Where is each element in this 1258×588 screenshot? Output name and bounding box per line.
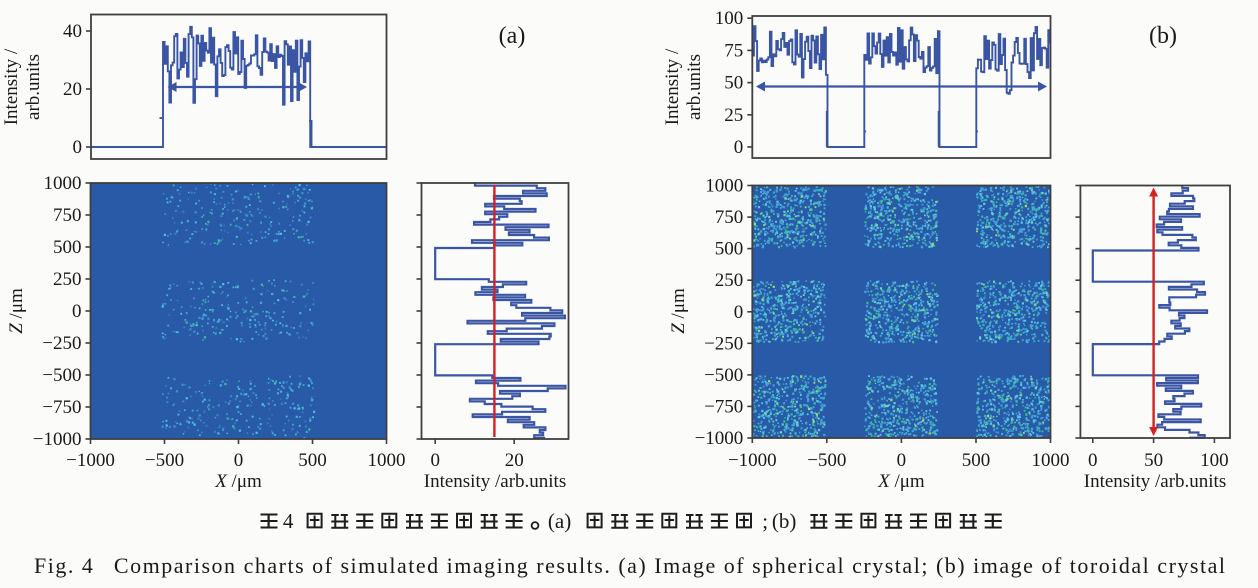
- svg-text:500: 500: [962, 450, 991, 471]
- svg-text:X /μm: X /μm: [214, 471, 262, 492]
- svg-text:−500: −500: [704, 365, 743, 386]
- svg-text:(a): (a): [499, 23, 526, 49]
- svg-text:1000: 1000: [368, 450, 406, 471]
- svg-text:−500: −500: [145, 450, 184, 471]
- svg-text:Z /μm: Z /μm: [668, 288, 689, 334]
- svg-text:−1000: −1000: [33, 429, 82, 450]
- svg-text:0: 0: [72, 301, 82, 322]
- svg-text:100: 100: [1200, 450, 1229, 471]
- svg-text:750: 750: [715, 207, 744, 228]
- svg-text:0: 0: [430, 450, 440, 471]
- svg-text:0: 0: [897, 450, 907, 471]
- svg-text:−1000: −1000: [728, 450, 777, 471]
- svg-text:0: 0: [234, 450, 244, 471]
- svg-text:(a): (a): [548, 509, 571, 533]
- svg-text:arb.units: arb.units: [684, 54, 705, 120]
- svg-text:Intensity /arb.units: Intensity /arb.units: [1084, 471, 1226, 492]
- svg-text:40: 40: [63, 21, 82, 42]
- svg-text:0: 0: [734, 302, 744, 323]
- svg-text:−750: −750: [704, 396, 743, 417]
- svg-text:−250: −250: [704, 333, 743, 354]
- svg-text:250: 250: [53, 269, 82, 290]
- svg-text:−1000: −1000: [66, 450, 115, 471]
- svg-text:50: 50: [1144, 450, 1163, 471]
- svg-text:X /μm: X /μm: [877, 471, 925, 492]
- svg-text:Z /μm: Z /μm: [6, 288, 27, 334]
- svg-text:;: ;: [762, 509, 768, 533]
- svg-text:arb.units: arb.units: [23, 54, 44, 120]
- svg-text:500: 500: [298, 450, 327, 471]
- svg-text:1000: 1000: [1032, 450, 1070, 471]
- svg-text:Intensity /: Intensity /: [1, 48, 22, 125]
- svg-text:(b): (b): [1149, 23, 1177, 49]
- svg-text:−250: −250: [42, 333, 81, 354]
- svg-text:−500: −500: [807, 450, 846, 471]
- svg-text:50: 50: [724, 73, 743, 94]
- svg-text:0: 0: [1088, 450, 1098, 471]
- svg-text:500: 500: [53, 237, 82, 258]
- svg-text:100: 100: [715, 8, 744, 29]
- svg-text:4: 4: [283, 509, 294, 533]
- svg-text:Intensity /arb.units: Intensity /arb.units: [424, 471, 566, 492]
- svg-text:−1000: −1000: [695, 428, 744, 449]
- svg-text:1000: 1000: [705, 176, 743, 197]
- svg-text:0: 0: [734, 137, 744, 158]
- svg-text:750: 750: [53, 205, 82, 226]
- svg-text:20: 20: [505, 450, 524, 471]
- svg-text:25: 25: [724, 105, 743, 126]
- svg-text:(b): (b): [772, 509, 797, 533]
- svg-text:500: 500: [715, 239, 744, 260]
- svg-text:1000: 1000: [44, 173, 82, 194]
- svg-text:250: 250: [715, 270, 744, 291]
- svg-text:−500: −500: [42, 365, 81, 386]
- svg-text:Intensity /: Intensity /: [662, 48, 683, 125]
- svg-text:20: 20: [63, 79, 82, 100]
- svg-text:−750: −750: [42, 397, 81, 418]
- svg-text:0: 0: [73, 137, 83, 158]
- svg-text:Fig. 4 Comparison charts of s: Fig. 4 Comparison charts of simulated im…: [34, 553, 1225, 578]
- svg-text:75: 75: [724, 40, 743, 61]
